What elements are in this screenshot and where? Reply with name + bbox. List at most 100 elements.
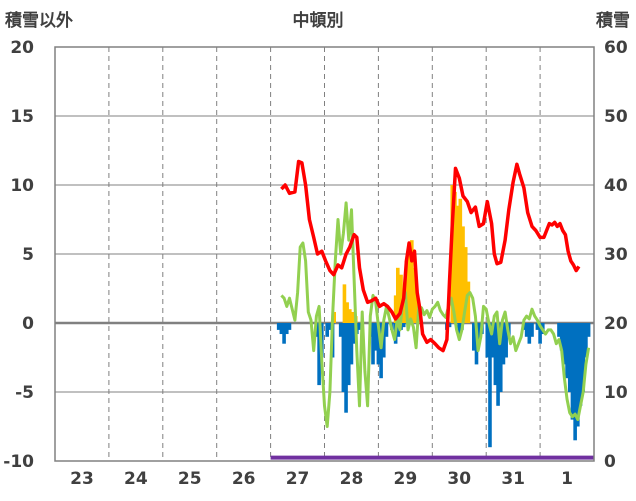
precip-bar bbox=[567, 323, 572, 392]
snowfall-bar bbox=[466, 281, 471, 323]
precip-bar bbox=[527, 323, 532, 344]
precip-bar bbox=[586, 323, 591, 337]
precip-bar bbox=[282, 323, 286, 344]
lines-layer bbox=[270, 159, 594, 460]
precip-bar bbox=[325, 323, 329, 337]
precip-bar bbox=[376, 323, 381, 365]
precip-bar bbox=[557, 323, 561, 337]
precip-bar bbox=[373, 323, 378, 351]
precip-bar bbox=[352, 323, 356, 344]
precip-bar bbox=[344, 323, 348, 413]
y-right-tick-label: 30 bbox=[604, 245, 628, 265]
y-right-tick-label: 40 bbox=[604, 176, 628, 196]
precip-bar bbox=[276, 323, 281, 330]
right-axis-label: 積雪 bbox=[596, 10, 630, 31]
precip-bar bbox=[501, 323, 506, 365]
snowfall-bar bbox=[412, 267, 417, 323]
precip-bar bbox=[328, 323, 332, 330]
precip-bar bbox=[379, 323, 383, 379]
x-tick-label: 29 bbox=[394, 469, 418, 489]
precip-bar bbox=[384, 323, 389, 337]
precip-bar bbox=[581, 323, 586, 392]
x-tick-label: 23 bbox=[70, 469, 94, 489]
precip-bar bbox=[559, 323, 564, 351]
snowfall-bar bbox=[345, 302, 349, 323]
y-right-tick-label: 50 bbox=[604, 107, 628, 127]
y-right-tick-label: 20 bbox=[604, 314, 628, 334]
y-right-tick-label: 0 bbox=[604, 452, 616, 472]
x-tick-label: 31 bbox=[501, 469, 525, 489]
precip-bar bbox=[284, 323, 289, 335]
x-tick-label: 24 bbox=[124, 469, 148, 489]
precip-bar bbox=[488, 323, 492, 448]
precip-bar bbox=[538, 323, 542, 344]
snowfall-bar bbox=[407, 242, 411, 323]
y-left-tick-label: 5 bbox=[22, 245, 34, 265]
snowfall-bar bbox=[332, 311, 337, 323]
snowfall-bar bbox=[393, 295, 398, 323]
precip-bar bbox=[535, 323, 540, 330]
precip-bar bbox=[287, 323, 292, 330]
precip-bar bbox=[381, 323, 386, 358]
x-tick-label: 30 bbox=[447, 469, 471, 489]
snowfall-bar bbox=[399, 274, 403, 323]
precip-bar bbox=[504, 323, 508, 358]
snowfall-bar bbox=[455, 205, 460, 323]
y-right-tick-label: 10 bbox=[604, 383, 628, 403]
precip-bar bbox=[530, 323, 534, 337]
y-left-tick-label: 15 bbox=[10, 107, 34, 127]
x-tick-label: 25 bbox=[178, 469, 202, 489]
precip-bar bbox=[447, 323, 452, 328]
precip-bar bbox=[357, 323, 362, 330]
precip-bar bbox=[346, 323, 351, 386]
precip-bar bbox=[341, 323, 346, 392]
snowfall-bar bbox=[453, 191, 457, 323]
precip-bar bbox=[498, 323, 503, 392]
precip-bar bbox=[573, 323, 577, 441]
snowfall-bar bbox=[350, 311, 355, 323]
temperature-line bbox=[280, 159, 581, 353]
precip-bar bbox=[396, 323, 401, 337]
precip-bar bbox=[493, 323, 498, 386]
precip-bar bbox=[524, 323, 529, 337]
y-left-tick-label: -10 bbox=[3, 452, 34, 472]
y-left-tick-label: 10 bbox=[10, 176, 34, 196]
precip-bar bbox=[576, 323, 580, 427]
snowfall-bar bbox=[458, 198, 463, 323]
precip-bar bbox=[477, 323, 481, 344]
precip-bar bbox=[472, 323, 476, 351]
precip-bar bbox=[570, 323, 575, 420]
snowfall-bar bbox=[342, 284, 347, 323]
left-axis-label: 積雪以外 bbox=[5, 10, 73, 31]
x-tick-label: 1 bbox=[561, 469, 573, 489]
precip-bar bbox=[317, 323, 321, 386]
y-left-tick-label: -5 bbox=[15, 383, 34, 403]
y-left-tick-label: 0 bbox=[22, 314, 34, 334]
precip-bar bbox=[578, 323, 583, 406]
x-tick-label: 28 bbox=[340, 469, 364, 489]
precip-bar bbox=[457, 323, 462, 337]
plot-frame bbox=[54, 46, 595, 462]
x-tick-label: 26 bbox=[232, 469, 256, 489]
precip-bar bbox=[490, 323, 495, 358]
snowfall-bar bbox=[410, 240, 414, 323]
precip-bar bbox=[401, 323, 406, 328]
snowfall-bar bbox=[396, 267, 400, 323]
green-series-line bbox=[280, 201, 591, 428]
precip-bar bbox=[565, 323, 569, 379]
precip-bar bbox=[349, 323, 354, 365]
precip-bar bbox=[485, 323, 490, 358]
snowfall-bar bbox=[348, 309, 352, 323]
snowfall-bar bbox=[461, 226, 465, 323]
y-left-tick-label: 20 bbox=[10, 38, 34, 58]
precip-bar bbox=[371, 323, 375, 365]
precip-bar bbox=[496, 323, 500, 406]
precip-bar bbox=[562, 323, 567, 365]
x-tick-label: 27 bbox=[286, 469, 310, 489]
precip-bar bbox=[279, 323, 284, 335]
snowfall-bar bbox=[463, 247, 468, 323]
precip-bar bbox=[338, 323, 343, 337]
chart-title: 中頓別 bbox=[293, 10, 344, 31]
